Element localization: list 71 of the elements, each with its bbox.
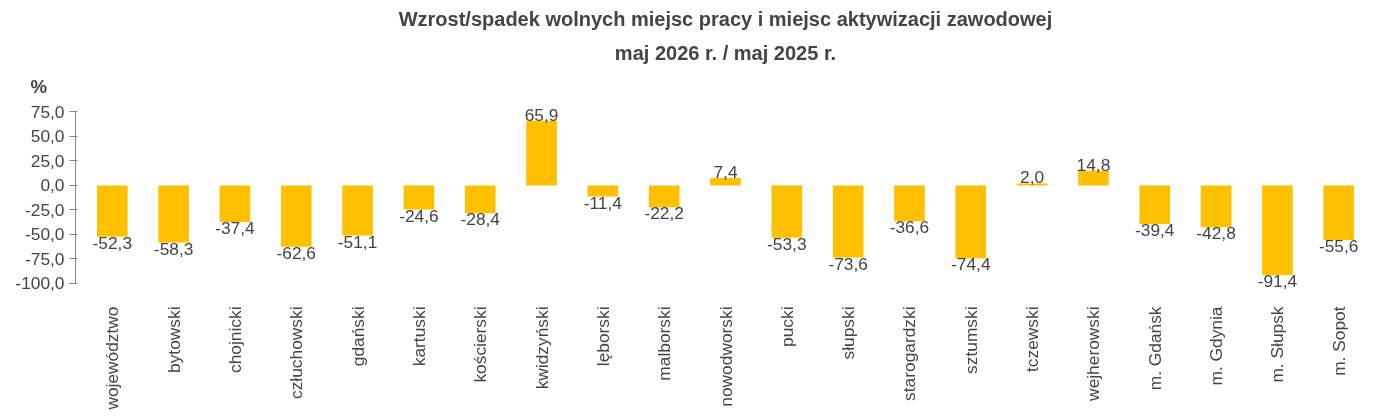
- data-label: -91,4: [1257, 271, 1298, 292]
- bar: [587, 185, 619, 197]
- x-tick-label: pucki: [776, 306, 797, 347]
- data-label: -58,3: [153, 238, 194, 259]
- y-tick-label: -75,0: [25, 248, 65, 269]
- bar: [464, 185, 496, 214]
- bar: [832, 185, 864, 258]
- bar: [158, 185, 189, 243]
- bar: [403, 185, 435, 210]
- data-label: -52,3: [92, 232, 133, 253]
- x-tick-label: tczewski: [1022, 306, 1043, 372]
- x-tick-label: chojnicki: [224, 306, 245, 373]
- y-tick-label: 50,0: [30, 126, 65, 147]
- bar: [1323, 185, 1355, 240]
- bar: [955, 185, 987, 259]
- data-label: -36,6: [889, 217, 930, 238]
- data-label: -22,2: [644, 203, 684, 224]
- data-label: -53,3: [767, 233, 807, 254]
- bar: [1262, 185, 1293, 276]
- data-label: -28,4: [460, 209, 501, 230]
- bar: [342, 185, 373, 236]
- x-tick-label: nowodworski: [715, 306, 736, 407]
- x-tick-label: kwidzyński: [531, 306, 552, 390]
- x-tick-label: człuchowski: [286, 306, 307, 399]
- x-tick-label: m. Sopot: [1328, 306, 1349, 376]
- chart-subtitle: maj 2026 r. / maj 2025 r.: [614, 41, 837, 64]
- data-label: -42,8: [1196, 223, 1236, 244]
- data-label: 7,4: [713, 162, 738, 183]
- x-tick-label: bytowski: [163, 306, 184, 373]
- x-tick-label: kościerski: [470, 306, 491, 383]
- x-tick-label: malborski: [654, 306, 675, 381]
- data-label: -51,1: [337, 231, 378, 252]
- y-tick-label: 0,0: [40, 175, 65, 196]
- bar: [1139, 185, 1171, 225]
- x-tick-label: kartuski: [408, 306, 429, 367]
- y-tick-label: 25,0: [30, 150, 65, 171]
- bar: [280, 185, 312, 247]
- data-label: -39,4: [1135, 220, 1175, 241]
- data-label: 14,8: [1076, 154, 1111, 175]
- bar: [894, 185, 925, 222]
- y-tick-label: -100,0: [15, 273, 65, 294]
- data-label: -73,6: [828, 253, 868, 274]
- bar: [648, 185, 680, 208]
- bar: [219, 185, 251, 223]
- data-label: 2,0: [1020, 167, 1045, 188]
- x-tick-label: województwo: [102, 306, 123, 411]
- x-tick-label: wejherowski: [1083, 306, 1104, 402]
- chart-title: Wzrost/spadek wolnych miejsc pracy i miejsc aktywizacji zawodowej: [398, 7, 1053, 30]
- bar: [710, 178, 741, 186]
- data-label: -24,6: [399, 205, 439, 226]
- bar: [771, 185, 803, 238]
- y-tick-label: -25,0: [25, 199, 65, 220]
- data-label: -62,6: [276, 242, 317, 263]
- y-axis-title: %: [30, 75, 48, 97]
- x-tick-label: m. Słupsk: [1267, 306, 1288, 383]
- y-tick-label: 75,0: [30, 101, 65, 122]
- x-tick-label: sztumski: [960, 306, 981, 374]
- data-label: -37,4: [215, 218, 256, 239]
- x-tick-label: gdański: [347, 306, 368, 367]
- bar: [1200, 185, 1232, 228]
- x-tick-label: m. Gdańsk: [1144, 306, 1165, 391]
- data-label: -55,6: [1318, 235, 1359, 256]
- x-tick-label: starogardzki: [899, 306, 920, 401]
- x-tick-label: lęborski: [592, 306, 613, 367]
- data-label: -11,4: [583, 192, 623, 213]
- data-label: 65,9: [524, 104, 559, 125]
- bar: [96, 185, 128, 237]
- x-tick-label: m. Gdynia: [1206, 306, 1227, 386]
- y-tick-label: -50,0: [25, 224, 65, 245]
- x-tick-label: słupski: [838, 306, 859, 360]
- data-label: -74,4: [951, 254, 991, 275]
